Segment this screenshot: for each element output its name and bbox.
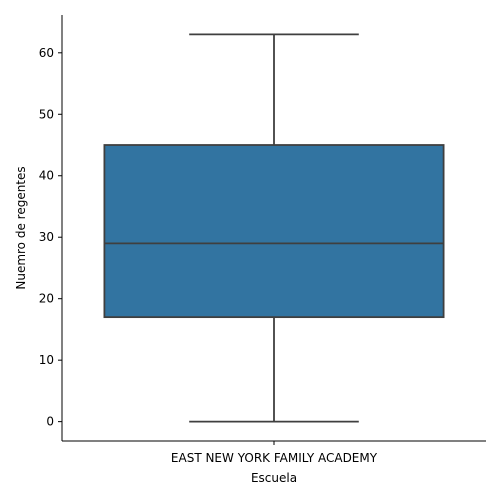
y-tick-label: 40 <box>39 169 54 183</box>
y-tick-label: 20 <box>39 292 54 306</box>
plot-area <box>103 33 445 423</box>
y-tick-label: 10 <box>39 353 54 367</box>
y-tick-label: 30 <box>39 230 54 244</box>
y-axis-label: Nuemro de regentes <box>14 166 28 289</box>
x-axis-label: Escuela <box>251 471 297 485</box>
iqr-box <box>103 144 445 319</box>
y-tick-label: 60 <box>39 46 54 60</box>
x-tick-label: EAST NEW YORK FAMILY ACADEMY <box>171 451 378 465</box>
ticks: EAST NEW YORK FAMILY ACADEMY 0 10 20 30 40 50 6… <box>39 46 378 465</box>
y-tick-label: 0 <box>46 415 54 429</box>
y-tick-label: 50 <box>39 107 54 121</box>
